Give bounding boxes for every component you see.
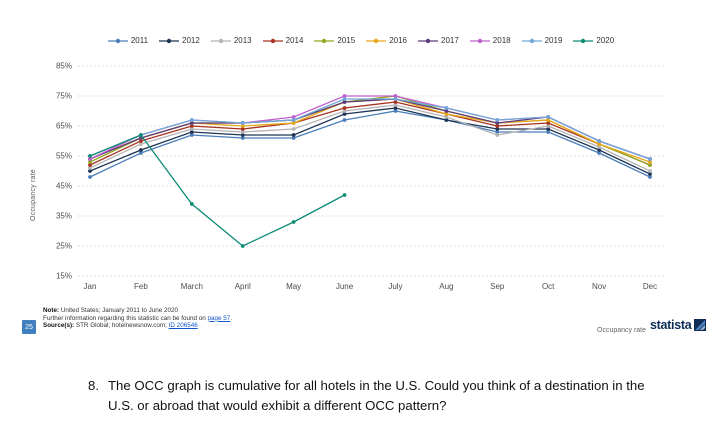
svg-text:35%: 35% [56, 212, 72, 221]
occupancy-chart-panel: 2011 2012 2013 2014 2015 2016 2017 2018 2019 2020… [0, 36, 722, 334]
question-block: 8. The OCC graph is cumulative for all h… [88, 376, 656, 416]
y-axis-title: Occupancy rate [30, 169, 37, 221]
svg-text:55%: 55% [56, 152, 72, 161]
svg-text:45%: 45% [56, 182, 72, 191]
legend-item-2014: 2014 [262, 36, 304, 45]
legend-item-2018: 2018 [469, 36, 511, 45]
statista-brand: statista [650, 318, 707, 332]
note-label: Note: [43, 307, 60, 314]
legend-item-2015: 2015 [314, 36, 355, 45]
series-2018 [88, 94, 652, 161]
chart-footer-right-label: Occupancy rate [597, 327, 647, 334]
series-2013 [88, 103, 652, 173]
statistic-id-link[interactable]: ID 206546 [168, 322, 198, 330]
x-axis-labels: Jan Feb March April May June July Aug Sep Oct Nov D… [84, 282, 658, 291]
question-text: The OCC graph is cumulative for all hote… [108, 378, 645, 413]
svg-text:April: April [235, 282, 251, 291]
legend-label: 2020 [596, 36, 615, 45]
legend-item-2019: 2019 [521, 36, 563, 45]
legend-label: 2016 [389, 36, 407, 45]
series-2011 [88, 109, 652, 179]
legend-label: 2012 [182, 36, 200, 45]
legend-item-2011: 2011 [107, 36, 149, 45]
chart-svg: 15% 25% 35% 45% 55% 65% 75% 85% Jan Feb March April… [56, 62, 664, 291]
note-line: Note: United States; January 2011 to Jun… [43, 307, 232, 315]
legend-label: 2011 [130, 36, 149, 45]
legend-marker-icon [262, 38, 283, 43]
series-2012 [88, 106, 652, 176]
svg-text:15%: 15% [56, 272, 72, 281]
legend-item-2013: 2013 [210, 36, 252, 45]
legend-marker-icon [210, 38, 231, 43]
legend-marker-icon [418, 38, 438, 43]
legend-item-2020: 2020 [573, 36, 614, 45]
question-number: 8. [88, 378, 99, 393]
svg-text:March: March [181, 282, 203, 291]
legend-marker-icon [107, 38, 128, 43]
statista-wordmark: statista [650, 318, 692, 332]
legend-item-2012: 2012 [159, 36, 200, 45]
series-2020 [88, 133, 347, 248]
source-text: STR Global; hotelnewsnow.com; [74, 322, 169, 330]
svg-text:25%: 25% [56, 242, 72, 251]
legend-marker-icon [314, 38, 335, 43]
svg-text:85%: 85% [56, 62, 72, 71]
legend-marker-icon [469, 38, 490, 43]
legend-marker-icon [159, 38, 180, 43]
svg-text:65%: 65% [56, 122, 72, 131]
svg-text:June: June [336, 282, 354, 291]
note-text: United States; January 2011 to June 2020 [59, 307, 178, 314]
further-info-line: Further information regarding this stati… [43, 315, 232, 323]
svg-text:Oct: Oct [542, 282, 555, 291]
legend-label: 2014 [285, 36, 304, 45]
page-57-link[interactable]: page 57 [207, 314, 231, 322]
legend-marker-icon [521, 38, 542, 43]
svg-text:July: July [388, 282, 402, 291]
svg-text:Jan: Jan [84, 282, 97, 291]
chart-legend: 2011 2012 2013 2014 2015 2016 2017 2018 2019 2020 [0, 36, 722, 45]
legend-label: 2018 [492, 36, 511, 45]
page-number-badge: 25 [22, 320, 36, 334]
chart-notes: Note: United States; January 2011 to Jun… [43, 307, 232, 330]
svg-text:Sep: Sep [490, 282, 505, 291]
legend-label: 2017 [441, 36, 459, 45]
svg-text:75%: 75% [56, 92, 72, 101]
source-line: Source(s): STR Global; hotelnewsnow.com;… [43, 322, 232, 330]
y-grid: 15% 25% 35% 45% 55% 65% 75% 85% [56, 62, 664, 281]
further-suffix: . [230, 314, 233, 322]
svg-text:May: May [286, 282, 301, 291]
source-label: Source(s): [43, 322, 75, 330]
statista-logo-icon [694, 319, 707, 331]
legend-label: 2015 [337, 36, 356, 45]
svg-text:Aug: Aug [439, 282, 453, 291]
svg-text:Dec: Dec [643, 282, 657, 291]
legend-marker-icon [366, 38, 387, 43]
legend-item-2016: 2016 [366, 36, 407, 45]
svg-text:Nov: Nov [592, 282, 606, 291]
legend-item-2017: 2017 [418, 36, 459, 45]
legend-label: 2013 [233, 36, 252, 45]
legend-label: 2019 [544, 36, 563, 45]
legend-marker-icon [573, 38, 594, 43]
svg-text:Feb: Feb [134, 282, 148, 291]
further-prefix: Further information regarding this stati… [43, 314, 208, 322]
